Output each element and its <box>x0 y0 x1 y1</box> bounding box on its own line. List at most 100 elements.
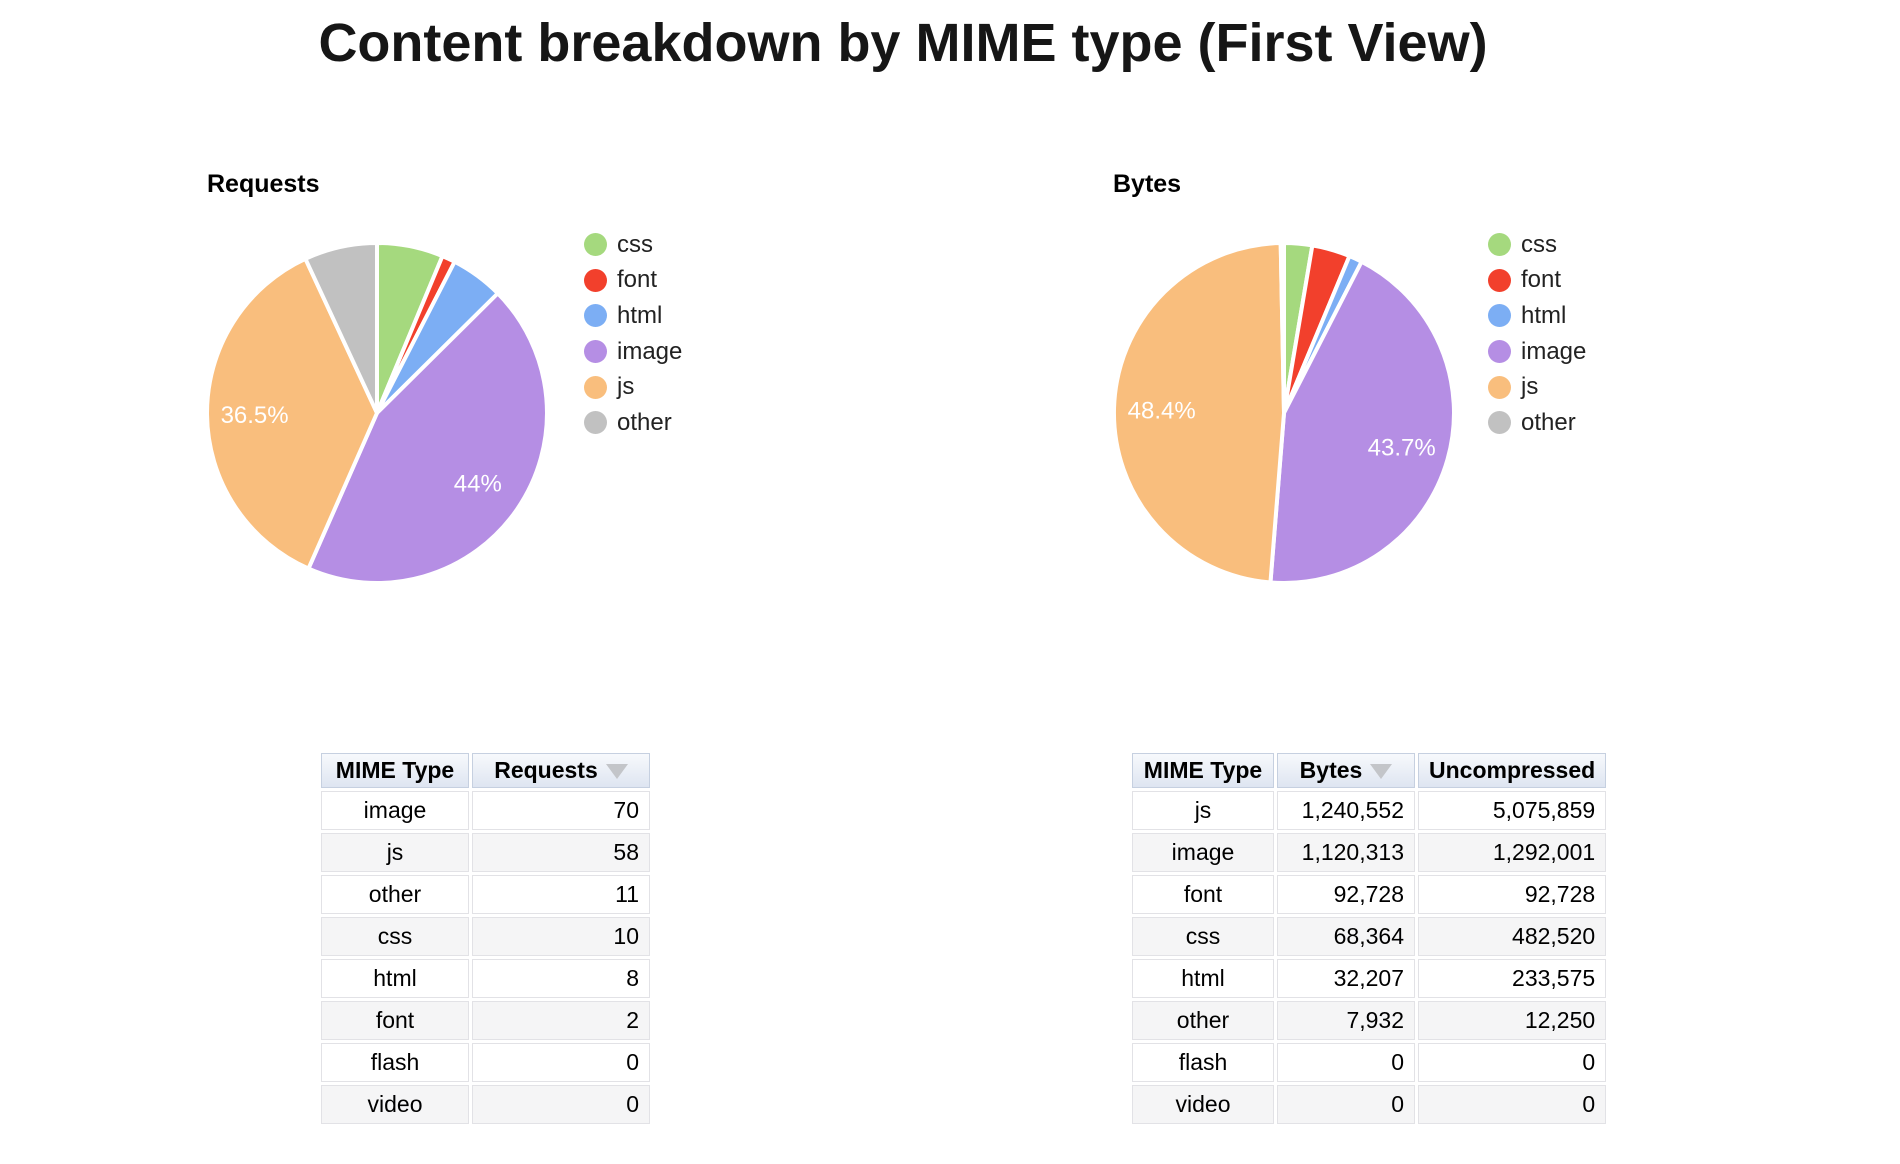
legend-label: font <box>1521 266 1562 294</box>
legend-item-font: font <box>1488 266 1586 294</box>
table-cell: 68,364 <box>1277 917 1415 956</box>
table-cell: 70 <box>472 791 650 830</box>
table-cell: video <box>1132 1085 1274 1124</box>
table-cell: 1,292,001 <box>1418 833 1607 872</box>
table-cell: other <box>1132 1001 1274 1040</box>
column-header-label: Uncompressed <box>1429 757 1596 783</box>
column-header-mime-type[interactable]: MIME Type <box>1132 753 1274 788</box>
table-row-css: css 10 <box>321 917 650 956</box>
legend-item-image: image <box>584 337 683 365</box>
legend-swatch-image <box>1488 340 1511 364</box>
column-header-label: MIME Type <box>335 757 455 783</box>
table-row-flash: flash 0 <box>321 1043 650 1082</box>
table-cell: image <box>1132 833 1274 872</box>
legend-label: html <box>1521 301 1567 329</box>
requests-table: MIME Type Requests image 70 js 58 other 11 css 10… <box>318 750 653 1127</box>
legend-swatch-font <box>584 268 607 292</box>
pie-percentage-label-image: 43.7% <box>1368 435 1436 462</box>
legend-item-image: image <box>1488 337 1587 365</box>
table-cell: 58 <box>472 833 650 872</box>
table-cell: 0 <box>1277 1085 1415 1124</box>
table-row-js: js 58 <box>321 833 650 872</box>
legend-item-other: other <box>584 408 682 436</box>
pie-slice-js[interactable] <box>1112 241 1286 585</box>
legend-item-font: font <box>584 266 682 293</box>
table-cell: html <box>321 959 469 998</box>
requests-pie-chart: 44% 36.5% <box>205 241 549 585</box>
table-cell: font <box>321 1001 469 1040</box>
requests-legend: css font html image js other <box>584 230 683 447</box>
column-header-uncompressed[interactable]: Uncompressed <box>1418 753 1607 788</box>
pie-percentage-label-image: 44% <box>454 470 502 497</box>
table-row-html: html 8 <box>321 959 650 998</box>
table-row-font: font 2 <box>321 1001 650 1040</box>
table-cell: font <box>1132 875 1274 914</box>
table-cell: html <box>1132 959 1274 998</box>
table-cell: 5,075,859 <box>1418 791 1607 830</box>
table-cell: 2 <box>472 1001 650 1040</box>
table-header-row: MIME Type Requests <box>321 753 650 788</box>
table-header-row: MIME Type Bytes Uncompressed <box>1132 753 1607 788</box>
pie-slice-other[interactable] <box>303 241 379 415</box>
column-header-label: MIME Type <box>1143 757 1263 783</box>
bytes-chart-title: Bytes <box>1113 170 1182 198</box>
table-row-other: other 11 <box>321 875 650 914</box>
legend-item-other: other <box>1488 408 1586 436</box>
page-title: Content breakdown by MIME type (First Vi… <box>318 13 1488 73</box>
requests-chart-title: Requests <box>207 170 320 198</box>
table-cell: video <box>321 1085 469 1124</box>
table-row-video: video 0 0 <box>1132 1085 1607 1124</box>
legend-item-css: css <box>584 230 682 258</box>
pie-slice-js[interactable] <box>205 256 379 571</box>
legend-label: other <box>617 408 672 436</box>
table-cell: flash <box>321 1043 469 1082</box>
pie-percentage-label-js: 36.5% <box>221 402 289 429</box>
table-cell: 7,932 <box>1277 1001 1415 1040</box>
pie-slice-other[interactable] <box>1278 240 1286 415</box>
table-cell: css <box>321 917 469 956</box>
column-header-bytes[interactable]: Bytes <box>1277 753 1415 788</box>
table-cell: 0 <box>1418 1085 1607 1124</box>
table-row-flash: flash 0 0 <box>1132 1043 1607 1082</box>
table-cell: 0 <box>1418 1043 1607 1082</box>
legend-swatch-other <box>1488 411 1511 435</box>
table-cell: 11 <box>472 875 650 914</box>
legend-swatch-html <box>584 304 607 328</box>
legend-swatch-font <box>1488 268 1511 292</box>
table-row-other: other 7,932 12,250 <box>1132 1001 1607 1040</box>
column-header-requests[interactable]: Requests <box>472 753 650 788</box>
table-row-video: video 0 <box>321 1085 650 1124</box>
table-cell: css <box>1132 917 1274 956</box>
bytes-legend: css font html image js other <box>1488 230 1587 447</box>
column-header-label: Bytes <box>1299 757 1363 783</box>
legend-label: image <box>1521 337 1587 365</box>
legend-swatch-image <box>584 340 607 364</box>
legend-label: js <box>617 373 635 401</box>
legend-label: css <box>1521 230 1557 258</box>
legend-swatch-html <box>1488 304 1511 328</box>
pie-slice-image[interactable] <box>306 291 549 585</box>
legend-label: other <box>1521 408 1576 436</box>
pie-slice-image[interactable] <box>1268 259 1456 585</box>
table-cell: 92,728 <box>1277 875 1415 914</box>
legend-label: html <box>617 301 663 329</box>
legend-swatch-css <box>584 233 607 256</box>
legend-label: css <box>617 230 653 258</box>
table-row-font: font 92,728 92,728 <box>1132 875 1607 914</box>
table-cell: 0 <box>1277 1043 1415 1082</box>
table-cell: 0 <box>472 1085 650 1124</box>
table-cell: 12,250 <box>1418 1001 1607 1040</box>
pie-percentage-label-js: 48.4% <box>1128 397 1196 424</box>
table-cell: flash <box>1132 1043 1274 1082</box>
column-header-mime-type[interactable]: MIME Type <box>321 753 469 788</box>
table-cell: 1,120,313 <box>1277 833 1415 872</box>
table-row-js: js 1,240,552 5,075,859 <box>1132 791 1607 830</box>
legend-label: image <box>617 337 683 365</box>
table-row-html: html 32,207 233,575 <box>1132 959 1607 998</box>
bytes-pie-chart: 43.7% 48.4% <box>1112 240 1456 585</box>
table-cell: js <box>1132 791 1274 830</box>
column-header-label: Requests <box>494 757 598 783</box>
legend-label: js <box>1521 373 1539 401</box>
table-cell: 233,575 <box>1418 959 1607 998</box>
table-row-css: css 68,364 482,520 <box>1132 917 1607 956</box>
